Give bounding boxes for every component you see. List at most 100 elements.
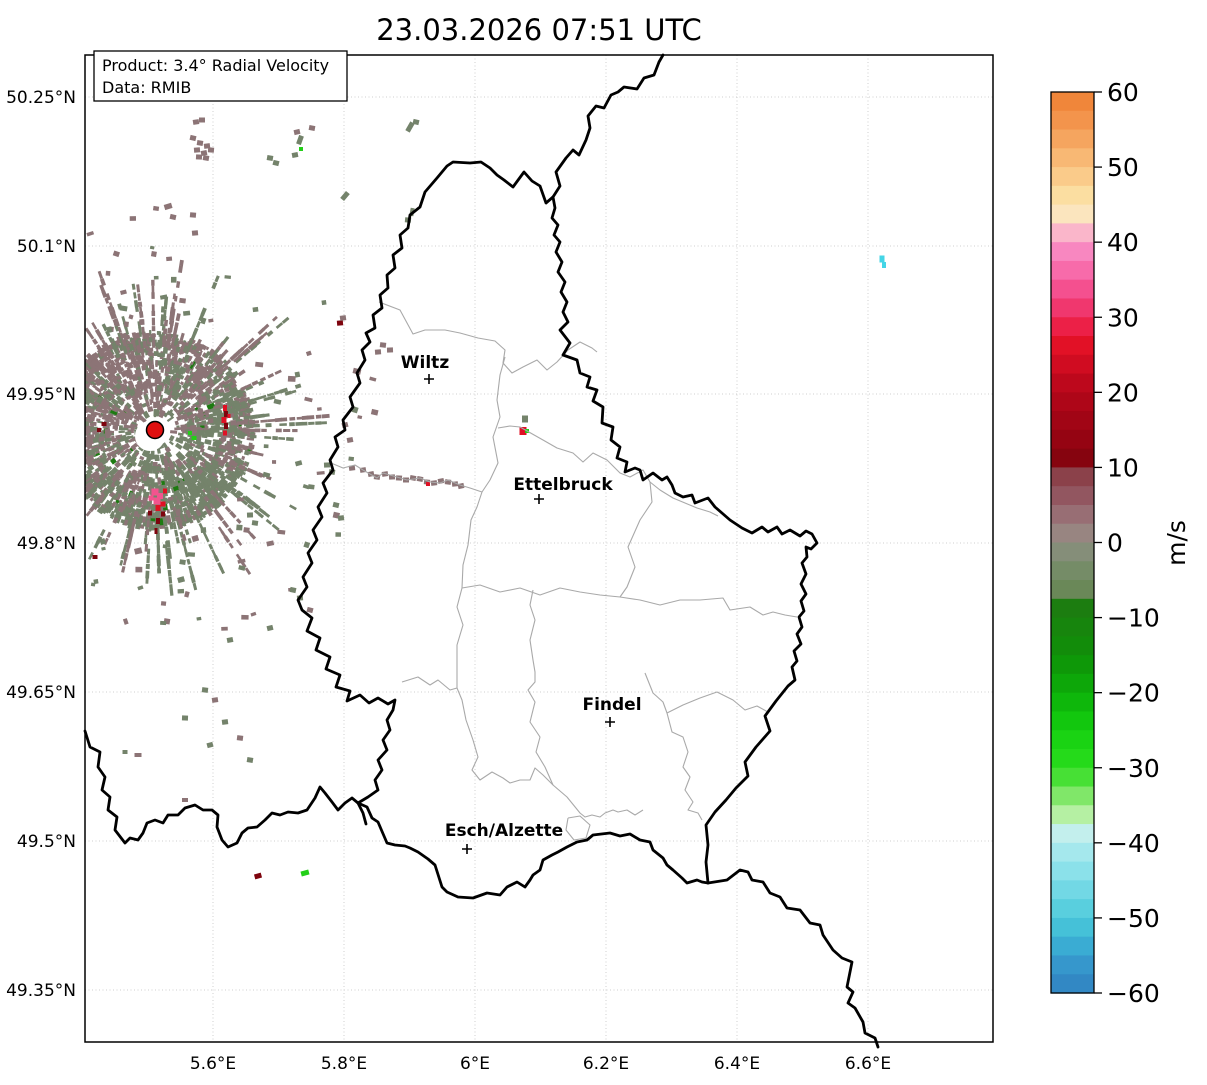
speckle [121, 338, 127, 347]
speckle [53, 463, 60, 469]
speckle [41, 468, 48, 473]
speckle [99, 379, 106, 385]
speckle [78, 419, 81, 423]
speckle [189, 392, 197, 400]
speckle [189, 134, 197, 142]
colorbar-band [1051, 542, 1094, 562]
speckle [86, 456, 95, 463]
speckle [85, 510, 92, 517]
speckle [179, 453, 186, 459]
speckle [211, 398, 219, 404]
speckle [76, 387, 83, 393]
speckle [212, 481, 219, 488]
speckle [170, 276, 177, 283]
speckle [59, 335, 65, 341]
speckle [130, 469, 137, 477]
speckle [204, 489, 210, 495]
speckle [266, 624, 274, 632]
speckle [146, 359, 152, 366]
speckle [214, 356, 222, 365]
speckle [152, 462, 158, 467]
speckle [171, 516, 176, 523]
colorbar-band [1051, 167, 1094, 187]
speckle [29, 490, 37, 496]
speckle [136, 284, 141, 293]
speckle [59, 437, 65, 441]
speckle [201, 687, 209, 693]
speckle [162, 518, 167, 527]
speckle [306, 415, 315, 420]
speckle [42, 516, 50, 523]
speckle [64, 340, 71, 347]
speckle [166, 462, 171, 468]
speckle [72, 440, 76, 443]
speckle [269, 493, 277, 499]
speckle [99, 538, 107, 545]
speckle [148, 364, 155, 370]
speckle [75, 443, 80, 449]
speckle [56, 426, 64, 430]
speckle [99, 284, 105, 293]
colorbar-band [1051, 110, 1094, 131]
speckle [167, 327, 172, 334]
speckle [96, 374, 103, 381]
speckle [95, 361, 104, 370]
speckle [78, 382, 84, 388]
speckle [207, 418, 214, 424]
speckle [195, 504, 203, 513]
speckle [143, 537, 148, 545]
speckle [291, 152, 299, 158]
colorbar-band [1051, 580, 1094, 600]
speckle [85, 356, 88, 364]
speckle [71, 495, 79, 503]
speckle [58, 424, 64, 427]
colorbar-band [1051, 486, 1094, 506]
speckle [146, 501, 152, 508]
colorbar-band [1051, 467, 1094, 487]
speckle [373, 474, 381, 480]
speckle [76, 352, 83, 359]
speckle [166, 509, 171, 514]
speckle [87, 332, 95, 340]
speckle [184, 346, 191, 355]
speckle [33, 372, 39, 377]
speckle [180, 464, 186, 469]
speckle [340, 190, 350, 202]
speckle [175, 465, 180, 471]
speckle [160, 620, 167, 626]
speckle [239, 468, 245, 473]
speckle [149, 399, 154, 404]
speckle [100, 456, 107, 461]
speckle [85, 353, 94, 362]
speckle [191, 230, 199, 236]
speckle [225, 452, 234, 457]
speckle [61, 505, 67, 511]
colorbar-band [1051, 598, 1094, 619]
speckle [208, 388, 213, 393]
speckle [136, 380, 144, 390]
colorbar-band [1051, 223, 1094, 243]
speckle [76, 407, 83, 412]
speckle [11, 479, 18, 484]
speckle [67, 364, 74, 370]
speckle [52, 424, 58, 427]
speckle [115, 363, 122, 373]
speckle [182, 520, 187, 527]
speckle [265, 518, 273, 525]
speckle [60, 419, 66, 422]
speckle [91, 359, 96, 365]
speckle [178, 521, 184, 529]
speckle [71, 414, 78, 420]
speckle [236, 490, 244, 497]
speckle [290, 389, 297, 394]
speckle [153, 275, 159, 280]
speckle [72, 442, 76, 446]
speckle [187, 373, 194, 382]
speckle [65, 407, 69, 410]
speckle [87, 371, 94, 378]
speckle [294, 383, 302, 389]
colorbar-band [1051, 392, 1094, 412]
speckle [223, 379, 231, 386]
speckle [133, 300, 139, 308]
